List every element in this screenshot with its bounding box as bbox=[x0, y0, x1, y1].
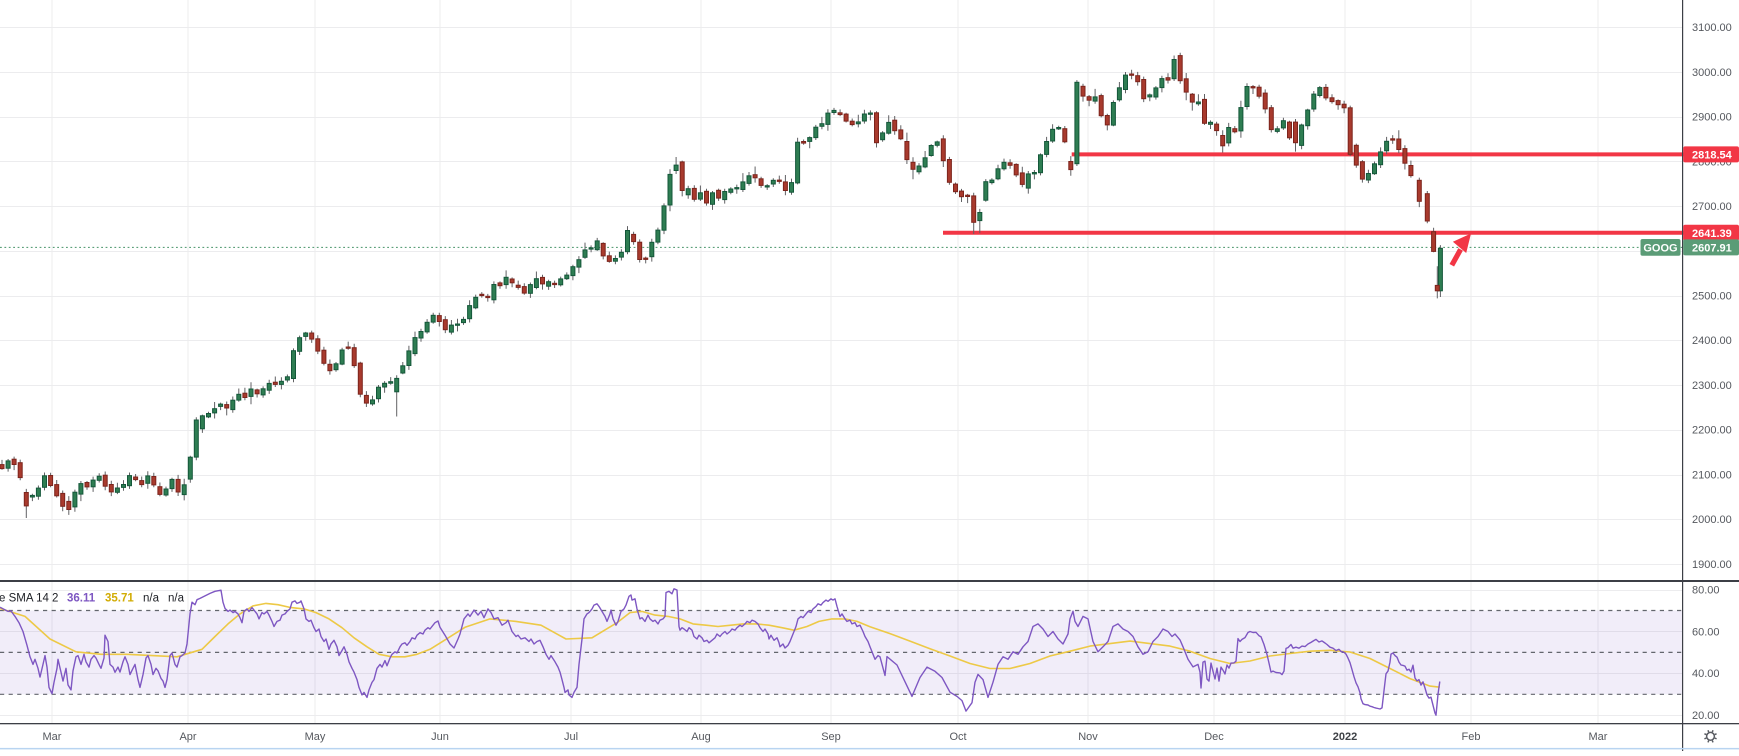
svg-text:Mar: Mar bbox=[43, 731, 62, 743]
svg-text:Apr: Apr bbox=[179, 731, 196, 743]
svg-text:36.11: 36.11 bbox=[67, 593, 96, 605]
svg-text:2900.00: 2900.00 bbox=[1692, 112, 1732, 124]
svg-text:2500.00: 2500.00 bbox=[1692, 291, 1732, 303]
svg-text:2700.00: 2700.00 bbox=[1692, 201, 1732, 213]
svg-text:2400.00: 2400.00 bbox=[1692, 335, 1732, 347]
svg-text:Aug: Aug bbox=[691, 731, 711, 743]
svg-text:GOOG: GOOG bbox=[1643, 242, 1677, 254]
svg-text:Sep: Sep bbox=[821, 731, 841, 743]
svg-text:Mar: Mar bbox=[1589, 731, 1608, 743]
svg-text:60.00: 60.00 bbox=[1692, 626, 1720, 638]
svg-text:Oct: Oct bbox=[949, 731, 966, 743]
svg-text:n/a: n/a bbox=[168, 593, 185, 605]
svg-text:2200.00: 2200.00 bbox=[1692, 425, 1732, 437]
svg-text:Jul: Jul bbox=[564, 731, 578, 743]
svg-text:Feb: Feb bbox=[1462, 731, 1481, 743]
svg-text:May: May bbox=[305, 731, 326, 743]
svg-text:80.00: 80.00 bbox=[1692, 584, 1720, 596]
svg-text:35.71: 35.71 bbox=[105, 593, 134, 605]
svg-text:20.00: 20.00 bbox=[1692, 710, 1720, 722]
svg-text:2022: 2022 bbox=[1333, 731, 1357, 743]
svg-text:Nov: Nov bbox=[1078, 731, 1098, 743]
svg-text:Jun: Jun bbox=[431, 731, 449, 743]
svg-text:2607.91: 2607.91 bbox=[1692, 242, 1732, 254]
svg-text:n/a: n/a bbox=[143, 593, 160, 605]
svg-text:1900.00: 1900.00 bbox=[1692, 559, 1732, 571]
svg-text:2300.00: 2300.00 bbox=[1692, 380, 1732, 392]
svg-text:2100.00: 2100.00 bbox=[1692, 469, 1732, 481]
svg-text:40.00: 40.00 bbox=[1692, 668, 1720, 680]
svg-text:Dec: Dec bbox=[1204, 731, 1224, 743]
svg-text:3000.00: 3000.00 bbox=[1692, 67, 1732, 79]
svg-text:3100.00: 3100.00 bbox=[1692, 22, 1732, 34]
svg-text:2000.00: 2000.00 bbox=[1692, 514, 1732, 526]
svg-text:2818.54: 2818.54 bbox=[1692, 149, 1733, 161]
svg-text:2641.39: 2641.39 bbox=[1692, 228, 1732, 240]
svg-text:e SMA 14 2: e SMA 14 2 bbox=[0, 593, 58, 605]
